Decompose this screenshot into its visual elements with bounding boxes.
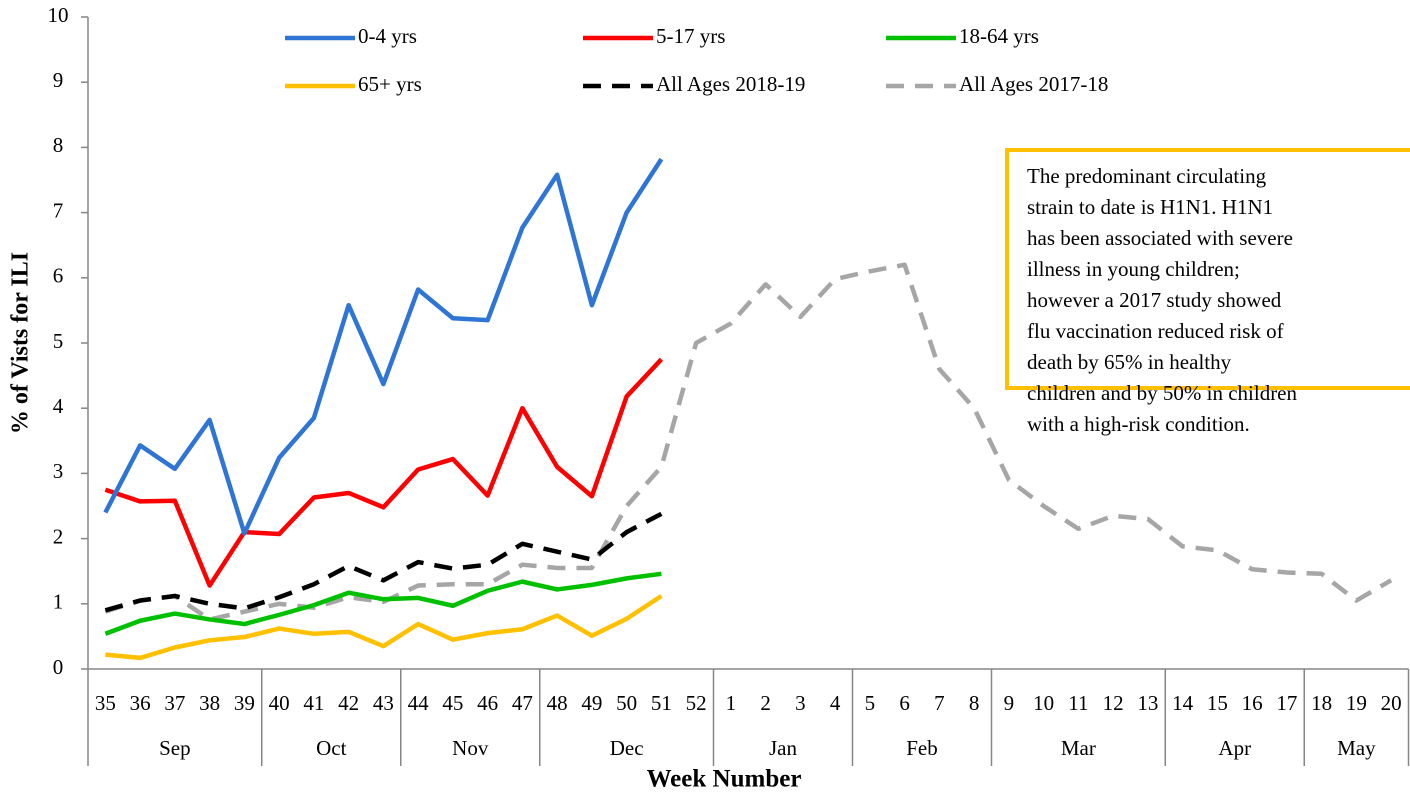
group-label: May [1337, 736, 1376, 760]
group-label: Mar [1061, 736, 1096, 760]
series-line [105, 594, 663, 661]
x-tick-label: 9 [1004, 691, 1015, 715]
annotation-line: with a high-risk condition. [1027, 412, 1250, 436]
y-tick-label: 7 [53, 198, 64, 222]
x-tick-label: 5 [865, 691, 876, 715]
annotation-line: The predominant circulating [1027, 164, 1267, 188]
series-line [104, 262, 1393, 622]
group-label: Feb [906, 736, 938, 760]
x-tick-label: 44 [408, 691, 430, 715]
annotation-line: illness in young children; [1027, 257, 1240, 281]
y-tick-label: 4 [53, 394, 64, 418]
x-tick-label: 10 [1033, 691, 1054, 715]
annotation-line: children and by 50% in children [1027, 381, 1298, 405]
y-tick-label: 0 [53, 655, 64, 679]
legend-label: 65+ yrs [358, 72, 422, 96]
y-tick-label: 9 [53, 68, 64, 92]
x-tick-label: 13 [1137, 691, 1158, 715]
x-tick-label: 3 [795, 691, 806, 715]
y-tick-label: 6 [53, 264, 64, 288]
x-tick-label: 15 [1207, 691, 1228, 715]
x-tick-label: 19 [1346, 691, 1367, 715]
x-tick-label: 43 [373, 691, 394, 715]
x-tick-label: 49 [581, 691, 602, 715]
x-tick-label: 1 [726, 691, 737, 715]
x-tick-label: 17 [1276, 691, 1297, 715]
x-tick-label: 47 [512, 691, 533, 715]
annotation-line: flu vaccination reduced risk of [1027, 319, 1284, 343]
series-line [103, 157, 664, 536]
annotation-box [1005, 148, 1410, 390]
y-tick-label: 10 [48, 3, 69, 27]
annotation-line: strain to date is H1N1. H1N1 [1027, 195, 1273, 219]
x-tick-label: 45 [442, 691, 463, 715]
y-tick-label: 1 [53, 590, 64, 614]
y-tick-label: 8 [53, 133, 64, 157]
legend-label: All Ages 2018-19 [656, 72, 805, 96]
y-tick-label: 2 [53, 524, 64, 548]
group-label: Dec [610, 736, 644, 760]
legend-label: 18-64 yrs [959, 24, 1039, 48]
x-tick-label: 7 [934, 691, 945, 715]
x-tick-label: 38 [199, 691, 220, 715]
x-tick-label: 11 [1068, 691, 1088, 715]
group-label: Nov [452, 736, 489, 760]
annotation: The predominant circulating strain to dat… [1005, 148, 1410, 436]
y-tick-label: 5 [53, 329, 64, 353]
x-tick-label: 48 [547, 691, 568, 715]
x-tick-label: 14 [1172, 691, 1194, 715]
x-tick-label: 52 [686, 691, 707, 715]
legend-label: All Ages 2017-18 [959, 72, 1108, 96]
group-label: Jan [769, 736, 797, 760]
x-tick-label: 46 [477, 691, 498, 715]
x-tick-label: 39 [234, 691, 255, 715]
group-label: Sep [159, 736, 191, 760]
y-tick-label: 3 [53, 459, 64, 483]
x-tick-label: 16 [1242, 691, 1263, 715]
x-tick-label: 42 [338, 691, 359, 715]
series-line [104, 571, 662, 636]
x-tick-label: 2 [760, 691, 771, 715]
x-tick-label: 50 [616, 691, 637, 715]
x-tick-label: 51 [651, 691, 672, 715]
x-tick-label: 35 [95, 691, 116, 715]
group-label: Apr [1218, 736, 1251, 760]
annotation-line: death by 65% in healthy [1027, 350, 1232, 374]
group-label: Oct [316, 736, 346, 760]
x-axis-title: Week Number [647, 766, 802, 793]
x-tick-label: 20 [1381, 691, 1402, 715]
x-tick-label: 36 [130, 691, 151, 715]
x-tick-label: 12 [1103, 691, 1124, 715]
x-tick-label: 41 [303, 691, 324, 715]
annotation-line: however a 2017 study showed [1027, 288, 1282, 312]
legend-label: 0-4 yrs [358, 24, 417, 48]
annotation-line: has been associated with severe [1027, 226, 1293, 250]
x-tick-label: 4 [830, 691, 841, 715]
y-axis-title: % of Vists for ILI [8, 252, 34, 434]
x-tick-label: 6 [899, 691, 910, 715]
x-tick-label: 18 [1311, 691, 1332, 715]
x-tick-label: 40 [269, 691, 290, 715]
x-tick-label: 8 [969, 691, 980, 715]
x-tick-label: 37 [164, 691, 185, 715]
series-line [104, 511, 663, 613]
series-line [104, 357, 664, 588]
legend-label: 5-17 yrs [656, 24, 725, 48]
